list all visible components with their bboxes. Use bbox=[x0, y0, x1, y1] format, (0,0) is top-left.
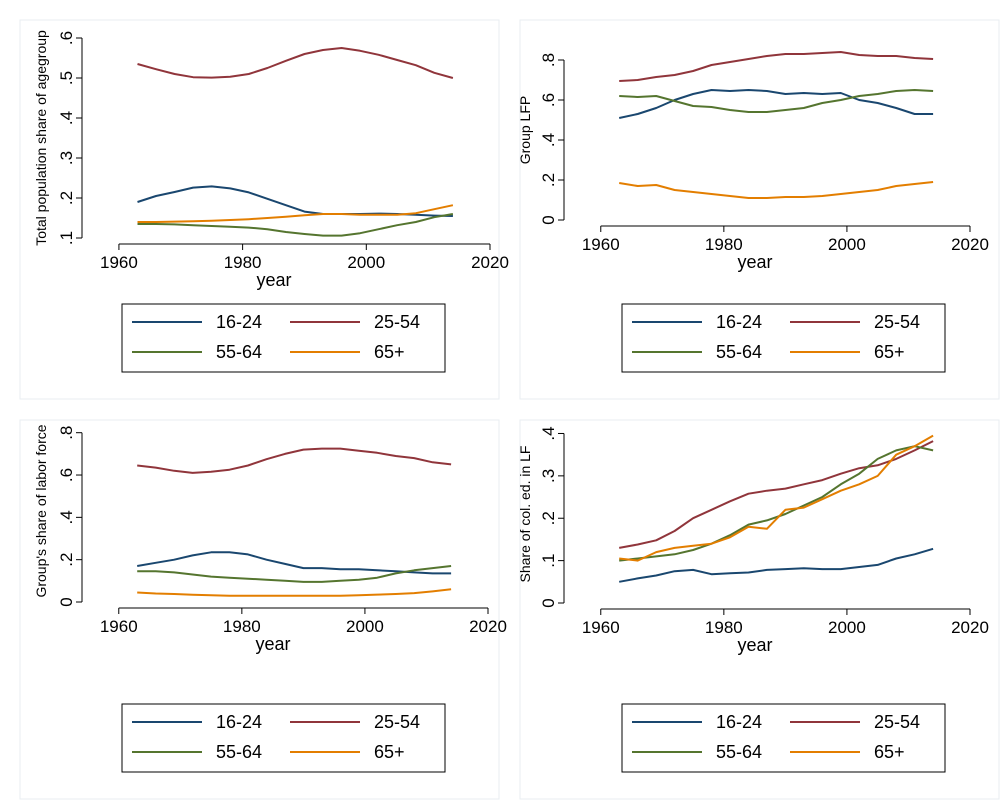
y-tick-label: .5 bbox=[57, 71, 76, 85]
y-tick-label: .3 bbox=[539, 469, 558, 483]
x-tick-label: 1960 bbox=[100, 617, 138, 636]
panel-3: 0 .2 .4 .6 .8 1960 1980 2000 2020 year Group's sha… bbox=[33, 424, 507, 773]
legend-label-65+: 65+ bbox=[374, 342, 405, 362]
legend-label-25-54: 25-54 bbox=[874, 312, 920, 332]
y-tick-label: .1 bbox=[539, 554, 558, 568]
legend-label-16-24: 16-24 bbox=[216, 312, 262, 332]
legend-label-25-54: 25-54 bbox=[374, 712, 420, 732]
y-axis-title: Group's share of labor force bbox=[33, 424, 49, 597]
series-line-25-54 bbox=[137, 447, 452, 474]
x-tick-label: 2020 bbox=[951, 618, 989, 637]
series-line-55-64 bbox=[137, 565, 452, 583]
panel-2: 0 .2 .4 .6 .8 1960 1980 2000 2020 year Group LFP 16… bbox=[517, 51, 989, 373]
y-tick-label: .2 bbox=[539, 173, 558, 187]
panel-4: 0 .1 .2 .3 .4 1960 1980 2000 2020 year Share of co… bbox=[517, 426, 989, 773]
legend-label-55-64: 55-64 bbox=[216, 742, 262, 762]
x-tick-label: 1980 bbox=[224, 253, 262, 272]
y-tick-label: .1 bbox=[57, 231, 76, 245]
legend-label-55-64: 55-64 bbox=[716, 742, 762, 762]
x-tick-label: 2000 bbox=[828, 618, 866, 637]
x-axis-title: year bbox=[737, 635, 772, 655]
y-tick-label: .4 bbox=[539, 133, 558, 147]
x-tick-label: 2020 bbox=[951, 235, 989, 254]
panel-1: .1 .2 .3 .4 .5 .6 1960 1980 2000 2020 year Total po… bbox=[33, 30, 509, 373]
series-line-65+ bbox=[619, 181, 934, 199]
series-line-25-54 bbox=[619, 51, 934, 82]
series-line-25-54 bbox=[137, 47, 454, 79]
legend-box bbox=[121, 303, 446, 373]
x-axis-title: year bbox=[737, 252, 772, 272]
legend-label-16-24: 16-24 bbox=[716, 312, 762, 332]
panel-frame bbox=[519, 19, 1000, 400]
x-tick-label: 2020 bbox=[471, 253, 509, 272]
x-tick-label: 1980 bbox=[223, 617, 261, 636]
y-axis-title: Total population share of agegroup bbox=[33, 30, 49, 246]
legend-box bbox=[621, 703, 946, 773]
y-tick-label: .4 bbox=[57, 111, 76, 125]
panel-frame bbox=[19, 19, 500, 400]
legend-label-25-54: 25-54 bbox=[374, 312, 420, 332]
x-axis-title: year bbox=[256, 270, 291, 290]
series-line-16-24 bbox=[618, 89, 934, 119]
y-tick-label: .4 bbox=[539, 426, 558, 440]
series-line-16-24 bbox=[137, 551, 452, 575]
series-line-65+ bbox=[619, 434, 934, 562]
y-axis-title: Group LFP bbox=[517, 96, 533, 164]
y-tick-label: 0 bbox=[539, 215, 558, 224]
x-tick-label: 1960 bbox=[582, 235, 620, 254]
x-axis-title: year bbox=[255, 634, 290, 654]
legend-label-16-24: 16-24 bbox=[716, 712, 762, 732]
y-tick-label: .2 bbox=[539, 511, 558, 525]
legend-label-55-64: 55-64 bbox=[216, 342, 262, 362]
legend-label-65+: 65+ bbox=[874, 342, 905, 362]
y-tick-label: .6 bbox=[539, 93, 558, 107]
y-tick-label: .8 bbox=[539, 53, 558, 67]
x-tick-label: 2000 bbox=[828, 235, 866, 254]
legend-box bbox=[121, 703, 446, 773]
legend-label-65+: 65+ bbox=[874, 742, 905, 762]
y-tick-label: .3 bbox=[57, 151, 76, 165]
y-axis-title: Share of col. ed. in LF bbox=[517, 446, 533, 583]
x-tick-label: 2000 bbox=[346, 617, 384, 636]
x-tick-label: 2000 bbox=[347, 253, 385, 272]
series-line-55-64 bbox=[619, 445, 934, 562]
series-line-16-24 bbox=[619, 547, 934, 583]
legend-box bbox=[621, 303, 946, 373]
y-tick-label: 0 bbox=[57, 597, 76, 606]
x-tick-label: 2020 bbox=[469, 617, 507, 636]
y-tick-label: .4 bbox=[57, 510, 76, 524]
legend-label-25-54: 25-54 bbox=[874, 712, 920, 732]
panel-frame bbox=[19, 419, 500, 800]
x-tick-label: 1980 bbox=[705, 618, 743, 637]
panel-frame bbox=[519, 419, 1000, 800]
x-tick-label: 1960 bbox=[100, 253, 138, 272]
legend-label-55-64: 55-64 bbox=[716, 342, 762, 362]
y-tick-label: .2 bbox=[57, 191, 76, 205]
series-line-16-24 bbox=[137, 185, 453, 217]
series-line-65+ bbox=[137, 588, 452, 597]
y-tick-label: .2 bbox=[57, 553, 76, 567]
x-tick-label: 1960 bbox=[582, 618, 620, 637]
y-tick-label: .8 bbox=[57, 426, 76, 440]
legend-label-16-24: 16-24 bbox=[216, 712, 262, 732]
y-tick-label: .6 bbox=[57, 31, 76, 45]
series-line-65+ bbox=[137, 204, 454, 223]
legend-label-65+: 65+ bbox=[374, 742, 405, 762]
series-line-25-54 bbox=[619, 440, 934, 549]
x-tick-label: 1980 bbox=[705, 235, 743, 254]
series-line-55-64 bbox=[619, 89, 934, 113]
series-line-55-64 bbox=[137, 213, 454, 237]
y-tick-label: .6 bbox=[57, 468, 76, 482]
y-tick-label: 0 bbox=[539, 598, 558, 607]
